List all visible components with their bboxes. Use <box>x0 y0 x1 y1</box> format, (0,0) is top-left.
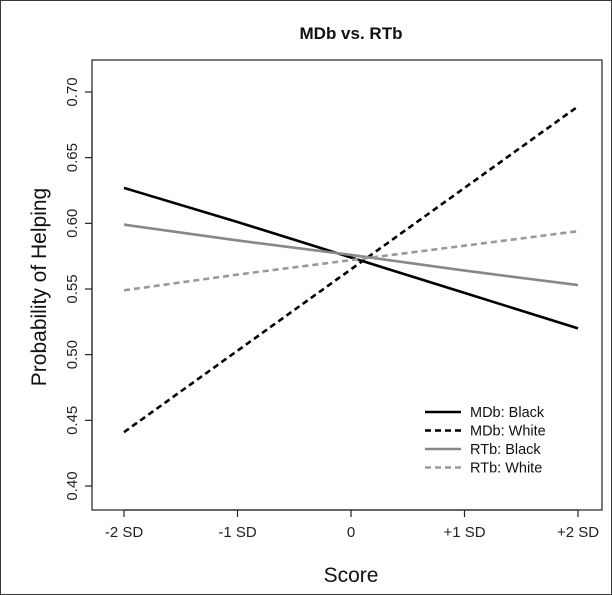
series-line-2 <box>123 223 579 287</box>
series-line-1 <box>123 105 579 434</box>
y-tick-label: 0.60 <box>64 209 81 238</box>
series-line-3 <box>123 229 579 292</box>
series-lines <box>123 105 579 434</box>
legend-label-2: RTb: Black <box>470 442 541 458</box>
x-tick-label: +1 SD <box>443 524 485 541</box>
x-axis: -2 SD -1 SD 0 +1 SD +2 SD <box>105 509 599 541</box>
x-tick-label: 0 <box>347 524 355 541</box>
x-tick-label: -2 SD <box>105 524 144 541</box>
y-axis: 0.40 0.45 0.50 0.55 0.60 0.65 0.70 <box>64 77 93 501</box>
series-line-0 <box>123 186 579 330</box>
x-tick-label: +2 SD <box>557 524 599 541</box>
x-tick-label: -1 SD <box>218 524 257 541</box>
x-axis-label: Score <box>324 564 379 587</box>
legend-label-0: MDb: Black <box>470 405 545 421</box>
y-tick-label: 0.65 <box>64 143 81 172</box>
chart-title: MDb vs. RTb <box>300 24 403 43</box>
y-axis-label: Probability of Helping <box>28 188 51 386</box>
y-tick-label: 0.40 <box>64 471 81 500</box>
legend-label-3: RTb: White <box>470 461 542 477</box>
y-tick-label: 0.50 <box>64 340 81 369</box>
y-tick-label: 0.70 <box>64 77 81 106</box>
legend: MDb: Black MDb: White RTb: Black RTb: White <box>425 405 546 477</box>
legend-label-1: MDb: White <box>470 424 546 440</box>
y-tick-label: 0.45 <box>64 406 81 435</box>
y-tick-label: 0.55 <box>64 274 81 303</box>
